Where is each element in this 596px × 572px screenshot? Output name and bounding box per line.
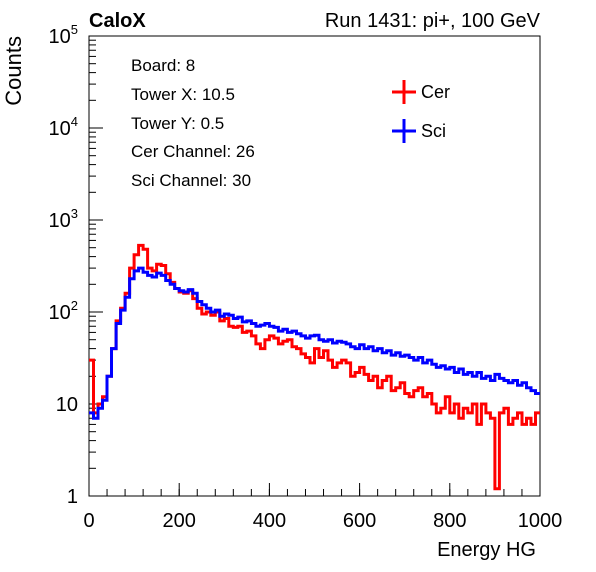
series-sci-line (89, 266, 540, 420)
y-tick-label: 1 (67, 486, 78, 508)
y-tick-label: 105 (49, 22, 78, 48)
info-cer-channel: Cer Channel: 26 (131, 142, 255, 161)
y-tick-label: 102 (49, 298, 78, 324)
series-layer (89, 243, 540, 491)
axis-ticks: 0 200 400 600 800 1000 1 10 102 103 104 105 (49, 22, 563, 532)
info-board: Board: 8 (131, 56, 195, 75)
info-sci-channel: Sci Channel: 30 (131, 171, 251, 190)
plot-frame (88, 35, 541, 497)
chart-header-right: Run 1431: pi+, 100 GeV (325, 10, 541, 32)
x-tick-label: 800 (433, 510, 466, 532)
y-axis-title: Counts (1, 36, 26, 106)
series-cer-line (89, 243, 540, 491)
info-tower-x: Tower X: 10.5 (131, 85, 235, 104)
x-tick-label: 200 (163, 510, 196, 532)
x-tick-label: 400 (253, 510, 286, 532)
chart-header-left: CaloX (89, 10, 146, 32)
x-tick-label: 0 (83, 510, 94, 532)
x-axis-title: Energy HG (437, 539, 536, 561)
info-tower-y: Tower Y: 0.5 (131, 114, 224, 133)
legend: Cer Sci (392, 80, 450, 143)
y-tick-label: 104 (49, 114, 78, 140)
legend-cer-label: Cer (421, 82, 450, 102)
y-tick-label: 10 (56, 394, 78, 416)
y-tick-label: 103 (49, 206, 78, 232)
x-tick-label: 1000 (518, 510, 563, 532)
legend-sci-label: Sci (421, 121, 446, 141)
x-tick-label: 600 (343, 510, 376, 532)
